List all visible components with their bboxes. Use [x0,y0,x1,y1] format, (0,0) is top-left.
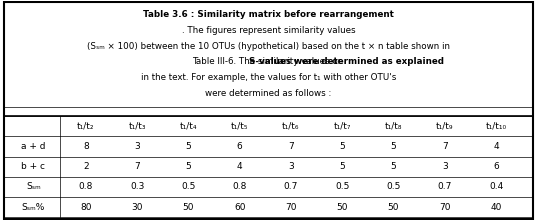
Text: 5: 5 [339,162,345,171]
Text: t₁/t₇: t₁/t₇ [333,122,351,131]
Text: 5: 5 [390,142,396,151]
Text: 0.7: 0.7 [284,183,298,191]
Text: 3: 3 [288,162,294,171]
Text: S-values were determined as explained: S-values were determined as explained [93,57,444,67]
Text: 2: 2 [83,162,89,171]
Text: Table III-6. The similarity values or: Table III-6. The similarity values or [192,57,345,67]
Text: 0.7: 0.7 [438,183,452,191]
Text: Sₛₘ%: Sₛₘ% [22,203,45,212]
Text: 70: 70 [285,203,296,212]
Text: t₁/t₅: t₁/t₅ [231,122,249,131]
Text: 0.8: 0.8 [78,183,93,191]
Text: 30: 30 [132,203,143,212]
Text: (Sₛₘ × 100) between the 10 OTUs (hypothetical) based on the t × n table shown in: (Sₛₘ × 100) between the 10 OTUs (hypothe… [87,42,450,51]
Text: 80: 80 [80,203,91,212]
Text: 0.4: 0.4 [489,183,503,191]
Text: 8: 8 [83,142,89,151]
Text: 0.5: 0.5 [335,183,350,191]
Text: 6: 6 [237,142,243,151]
Text: 7: 7 [442,142,448,151]
Text: 5: 5 [339,142,345,151]
Text: 4: 4 [494,142,499,151]
Text: 7: 7 [288,142,294,151]
Text: 50: 50 [183,203,194,212]
Text: were determined as follows :: were determined as follows : [205,89,332,98]
Text: in the text. For example, the values for t₁ with other OTU's: in the text. For example, the values for… [141,73,396,82]
Text: 40: 40 [490,203,502,212]
Text: t₁/t₆: t₁/t₆ [282,122,300,131]
Text: Table 3.6 : Similarity matrix before rearrangement: Table 3.6 : Similarity matrix before rea… [143,10,394,19]
Text: 5: 5 [390,162,396,171]
Text: 5: 5 [185,162,191,171]
Text: b + c: b + c [21,162,46,171]
Text: t₁/t₄: t₁/t₄ [179,122,197,131]
Text: 0.5: 0.5 [181,183,195,191]
Text: a + d: a + d [21,142,46,151]
Text: 60: 60 [234,203,245,212]
Text: 0.8: 0.8 [233,183,247,191]
Text: Sₛₘ: Sₛₘ [26,183,41,191]
Text: 50: 50 [388,203,399,212]
Text: 3: 3 [442,162,448,171]
Text: 7: 7 [134,162,140,171]
Text: t₁/t₁₀: t₁/t₁₀ [485,122,506,131]
Text: 4: 4 [237,162,243,171]
Text: 70: 70 [439,203,451,212]
Text: t₁/t₉: t₁/t₉ [436,122,454,131]
Text: 0.3: 0.3 [130,183,144,191]
Text: 6: 6 [493,162,499,171]
Text: 50: 50 [337,203,348,212]
Text: . The figures represent similarity values: . The figures represent similarity value… [182,26,355,35]
Text: t₁/t₈: t₁/t₈ [384,122,402,131]
Text: t₁/t₃: t₁/t₃ [128,122,146,131]
Text: 5: 5 [185,142,191,151]
Text: 0.5: 0.5 [386,183,401,191]
Text: 3: 3 [134,142,140,151]
Text: t₁/t₂: t₁/t₂ [77,122,95,131]
